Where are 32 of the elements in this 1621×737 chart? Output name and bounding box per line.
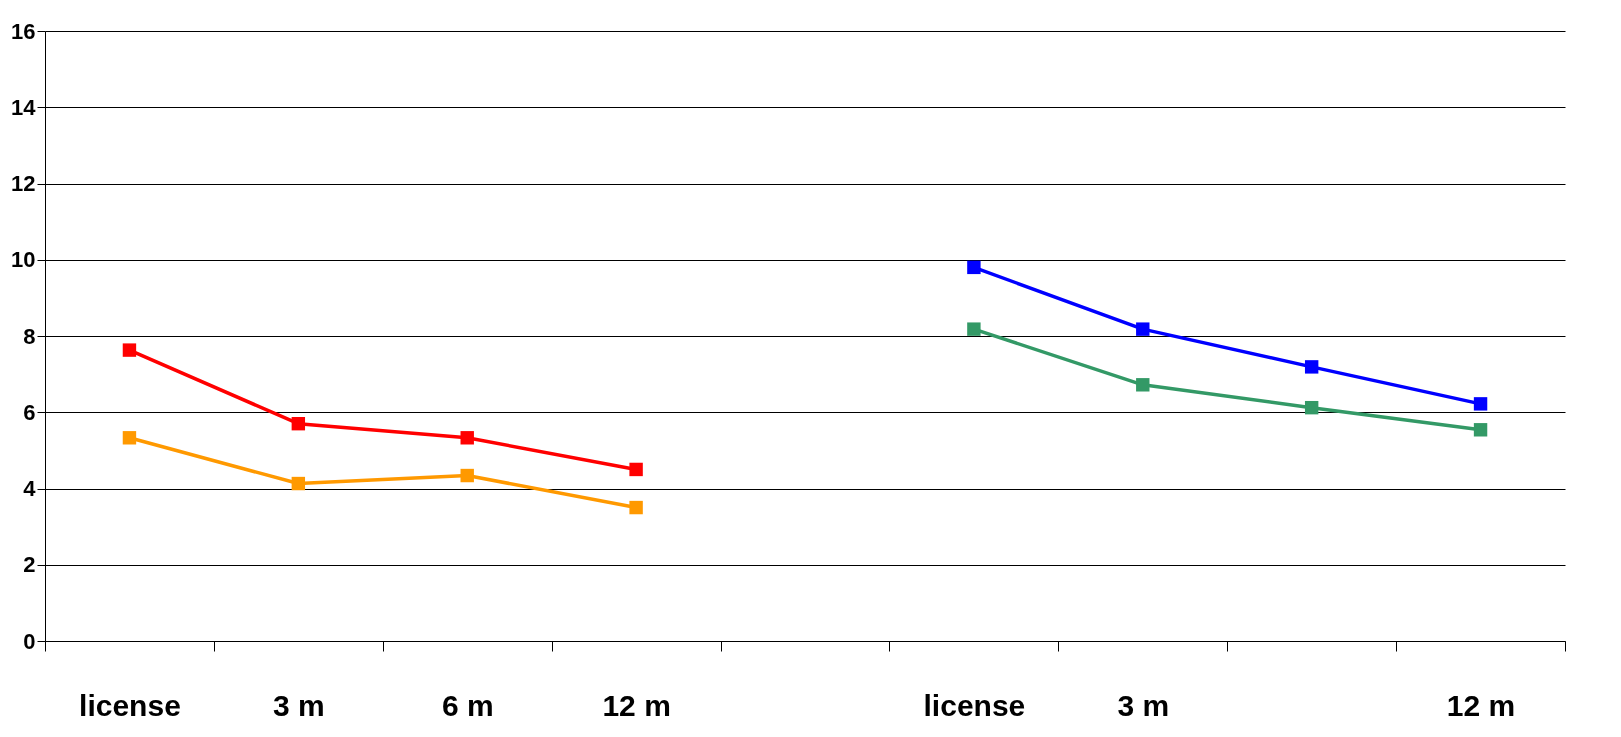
- x-tick-label: license: [79, 688, 181, 722]
- y-tick-label: 10: [11, 247, 36, 273]
- point: [1473, 423, 1488, 437]
- x-tick-label: license: [923, 688, 1026, 722]
- point: [629, 500, 643, 515]
- x-tick-label: 12 m: [602, 688, 671, 722]
- point: [1136, 378, 1150, 392]
- x-tick-label: 3 m: [1117, 688, 1170, 722]
- point: [967, 260, 981, 275]
- point: [1136, 322, 1150, 336]
- point: [1304, 360, 1319, 374]
- point: [122, 431, 137, 445]
- y-tick-label: 4: [23, 476, 37, 501]
- point: [967, 322, 981, 336]
- y-tick-label: 14: [11, 94, 37, 120]
- y-tick-label: 16: [11, 18, 36, 44]
- y-tick-label: 8: [23, 323, 36, 349]
- y-tick-label: 2: [23, 552, 36, 578]
- y-tick-label: 0: [23, 628, 36, 654]
- x-tick-label: 3 m: [272, 688, 325, 722]
- point: [460, 431, 474, 445]
- x-tick-label: 6 m: [441, 688, 494, 722]
- point: [291, 416, 306, 431]
- y-tick-label: 6: [23, 399, 36, 425]
- y-tick-label: 12: [11, 171, 36, 196]
- point: [1304, 400, 1319, 415]
- point: [291, 476, 306, 491]
- point: [629, 462, 643, 477]
- point: [122, 343, 137, 357]
- point: [460, 468, 474, 483]
- x-tick-label: 12 m: [1446, 688, 1516, 722]
- point: [1473, 397, 1488, 411]
